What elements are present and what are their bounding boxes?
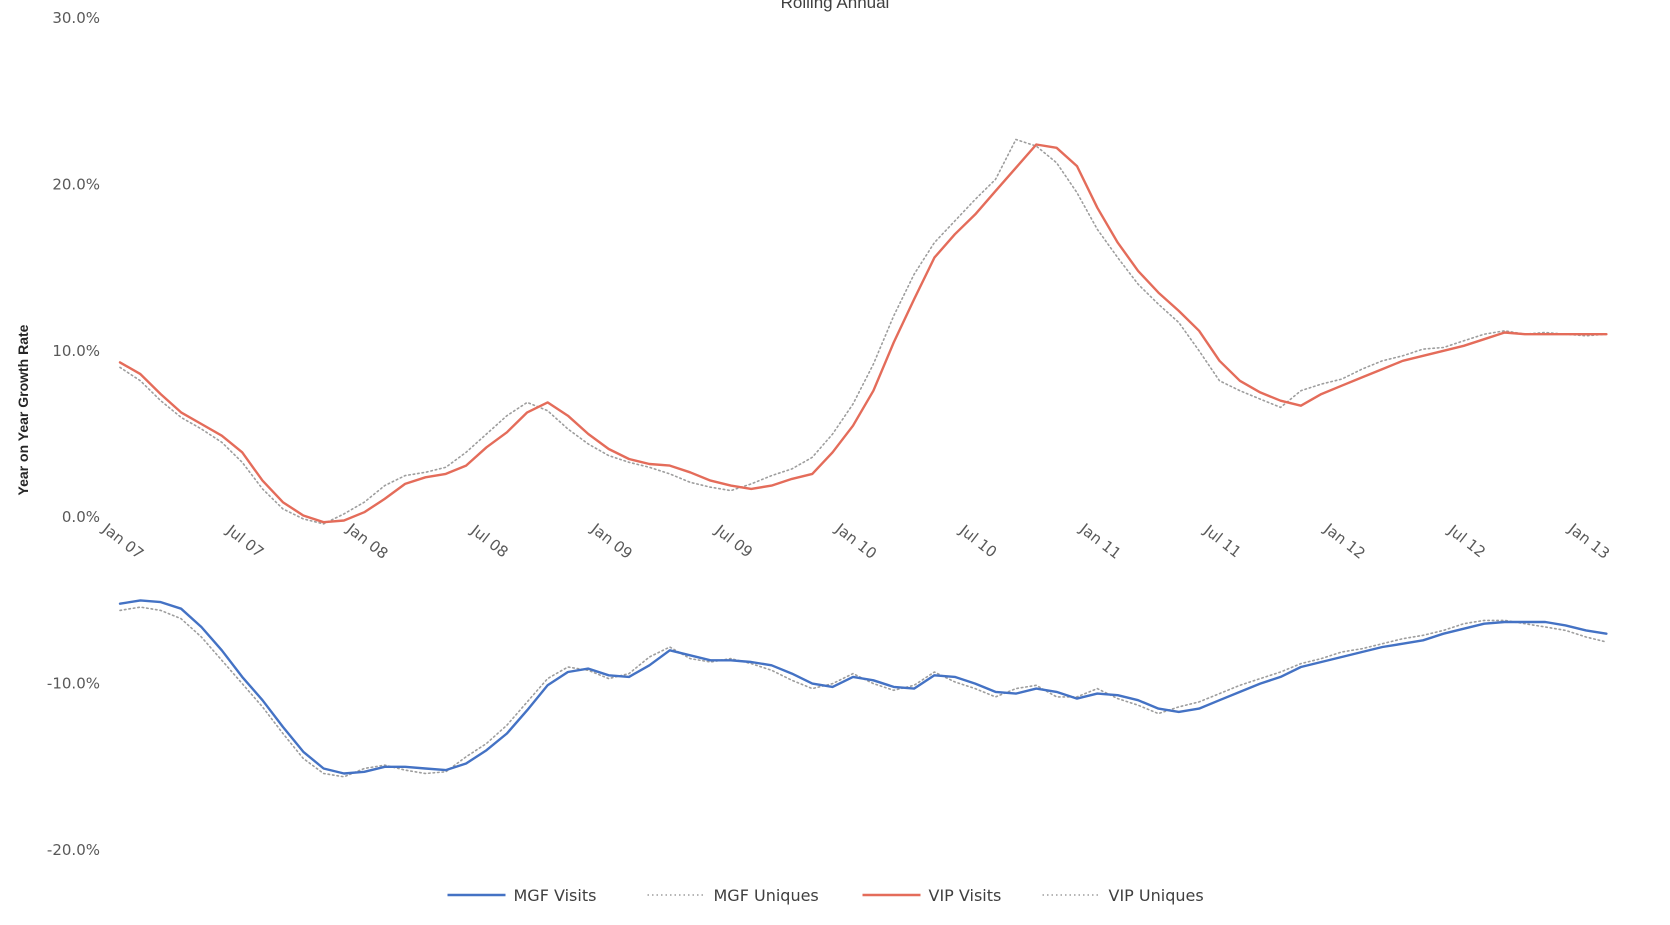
series-layer xyxy=(118,138,1608,778)
x-tick-label: Jul 11 xyxy=(1200,521,1245,562)
y-tick-label: -10.0% xyxy=(47,675,100,693)
x-axis-ticks: Jan 07 Jul 07 Jan 08 Jul 08 Jan 09 Jul 09 Jan … xyxy=(98,519,1613,563)
y-tick-label: 10.0% xyxy=(52,342,100,360)
y-tick-label: 0.0% xyxy=(62,508,100,526)
y-tick-label: -20.0% xyxy=(47,841,100,859)
x-tick-label: Jul 07 xyxy=(222,521,267,562)
x-tick-label: Jan 08 xyxy=(343,519,392,563)
x-tick-label: Jan 13 xyxy=(1564,519,1613,563)
chart-title: Rolling Annual xyxy=(781,0,890,12)
y-axis-label: Year on Year Growth Rate xyxy=(15,324,31,495)
x-tick-label: Jul 09 xyxy=(711,521,756,562)
x-tick-label: Jan 09 xyxy=(587,519,636,563)
legend-label: VIP Visits xyxy=(929,886,1002,905)
legend-label: VIP Uniques xyxy=(1109,886,1204,905)
x-tick-label: Jan 10 xyxy=(831,519,880,563)
x-tick-label: Jul 10 xyxy=(955,521,1000,562)
x-tick-label: Jan 12 xyxy=(1320,519,1369,563)
y-axis-ticks: 30.0% 20.0% 10.0% 0.0% -10.0% -20.0% xyxy=(47,9,100,859)
x-tick-label: Jan 11 xyxy=(1076,519,1125,563)
x-tick-label: Jul 08 xyxy=(467,521,512,562)
y-tick-label: 20.0% xyxy=(52,175,100,193)
x-tick-label: Jan 07 xyxy=(98,519,147,563)
legend: MGF Visits MGF Uniques VIP Visits VIP Uniqu… xyxy=(447,886,1204,905)
x-tick-label: Jul 12 xyxy=(1444,521,1489,562)
series-line-mgf-uniques xyxy=(119,606,1608,778)
series-line-vip-visits xyxy=(118,143,1608,524)
series-line-vip-uniques xyxy=(119,138,1608,525)
series-line-mgf-visits xyxy=(118,599,1608,775)
legend-label: MGF Uniques xyxy=(714,886,819,905)
legend-label: MGF Visits xyxy=(514,886,597,905)
y-tick-label: 30.0% xyxy=(52,9,100,27)
